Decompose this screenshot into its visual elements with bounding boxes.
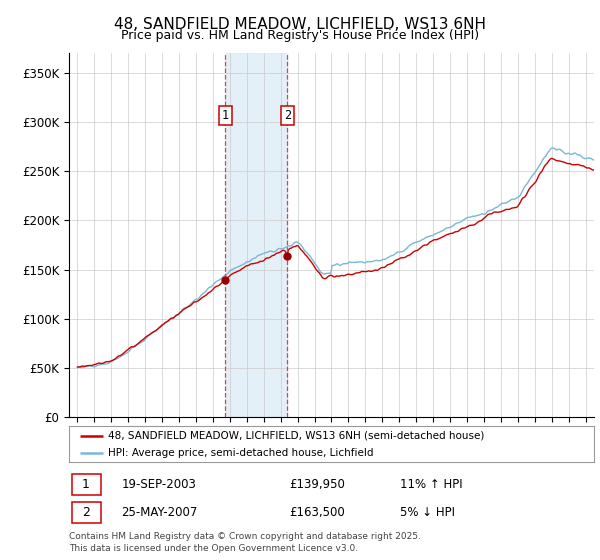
Text: 2: 2 — [284, 109, 291, 122]
Text: 1: 1 — [82, 478, 90, 491]
Text: 48, SANDFIELD MEADOW, LICHFIELD, WS13 6NH (semi-detached house): 48, SANDFIELD MEADOW, LICHFIELD, WS13 6N… — [109, 431, 485, 441]
FancyBboxPatch shape — [71, 502, 101, 523]
Text: £139,950: £139,950 — [290, 478, 346, 491]
Text: 19-SEP-2003: 19-SEP-2003 — [121, 478, 196, 491]
Text: £163,500: £163,500 — [290, 506, 345, 519]
Text: Price paid vs. HM Land Registry's House Price Index (HPI): Price paid vs. HM Land Registry's House … — [121, 29, 479, 42]
Text: Contains HM Land Registry data © Crown copyright and database right 2025.
This d: Contains HM Land Registry data © Crown c… — [69, 533, 421, 553]
Text: 2: 2 — [82, 506, 90, 519]
Text: 48, SANDFIELD MEADOW, LICHFIELD, WS13 6NH: 48, SANDFIELD MEADOW, LICHFIELD, WS13 6N… — [114, 17, 486, 32]
Text: HPI: Average price, semi-detached house, Lichfield: HPI: Average price, semi-detached house,… — [109, 448, 374, 458]
Text: 11% ↑ HPI: 11% ↑ HPI — [400, 478, 463, 491]
FancyBboxPatch shape — [71, 474, 101, 495]
Text: 1: 1 — [221, 109, 229, 122]
Text: 5% ↓ HPI: 5% ↓ HPI — [400, 506, 455, 519]
Text: 25-MAY-2007: 25-MAY-2007 — [121, 506, 198, 519]
